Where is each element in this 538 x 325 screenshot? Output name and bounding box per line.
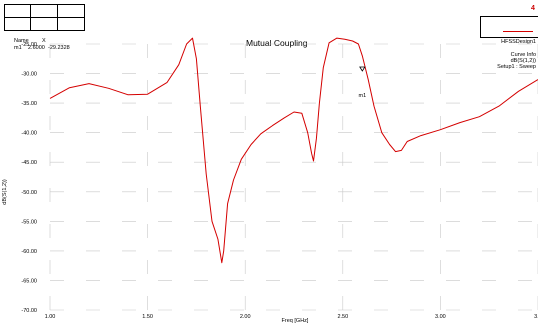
- marker-label: m1: [358, 93, 366, 99]
- x-tick-label: 1.00: [45, 314, 56, 320]
- marker-col-x: X: [42, 38, 46, 44]
- y-tick-label: -70.00: [21, 308, 37, 314]
- marker-triangle: [359, 66, 366, 72]
- x-tick-label: 2.00: [240, 314, 251, 320]
- marker-col-name: Name: [14, 38, 29, 44]
- legend-setup: Setup1 : Sweep: [497, 64, 536, 70]
- y-tick-label: -40.00: [21, 131, 37, 137]
- legend-number: 4: [531, 5, 535, 12]
- y-tick-label: -60.00: [21, 249, 37, 255]
- table-cell: [57, 5, 84, 18]
- marker-data-table: [4, 4, 85, 31]
- legend-title: Curve Info: [510, 52, 536, 58]
- table-cell: [31, 17, 58, 30]
- series-line: [49, 37, 538, 264]
- x-tick-label: 3.5: [534, 314, 538, 320]
- x-tick-label: 2.50: [337, 314, 348, 320]
- table-cell: [5, 17, 32, 30]
- marker-row-y: -29.2328: [48, 45, 70, 51]
- y-tick-label: -50.00: [21, 190, 37, 196]
- table-cell: [31, 5, 58, 18]
- x-axis-label: Freq [GHz]: [282, 318, 309, 324]
- x-tick-label: 3.00: [435, 314, 446, 320]
- legend-trace: dB(S(1,2)): [510, 58, 536, 64]
- legend-swatch: [503, 31, 533, 32]
- y-tick-label: -25.00: [21, 42, 37, 48]
- x-tick-label: 1.50: [142, 314, 153, 320]
- y-tick-label: -55.00: [21, 219, 37, 225]
- y-axis-label: dB(S(1,2)): [2, 179, 8, 205]
- table-cell: [5, 5, 32, 18]
- y-tick-label: -65.00: [21, 278, 37, 284]
- chart-title: Mutual Coupling: [246, 38, 308, 48]
- legend-box[interactable]: [480, 16, 538, 38]
- y-tick-label: -45.00: [21, 160, 37, 166]
- marker-row-x: 2.6000: [28, 45, 45, 51]
- y-tick-label: -30.00: [21, 72, 37, 78]
- legend-design: HFSSDesign1: [501, 39, 536, 45]
- marker-row-name: m1: [14, 45, 22, 51]
- y-tick-label: -35.00: [21, 101, 37, 107]
